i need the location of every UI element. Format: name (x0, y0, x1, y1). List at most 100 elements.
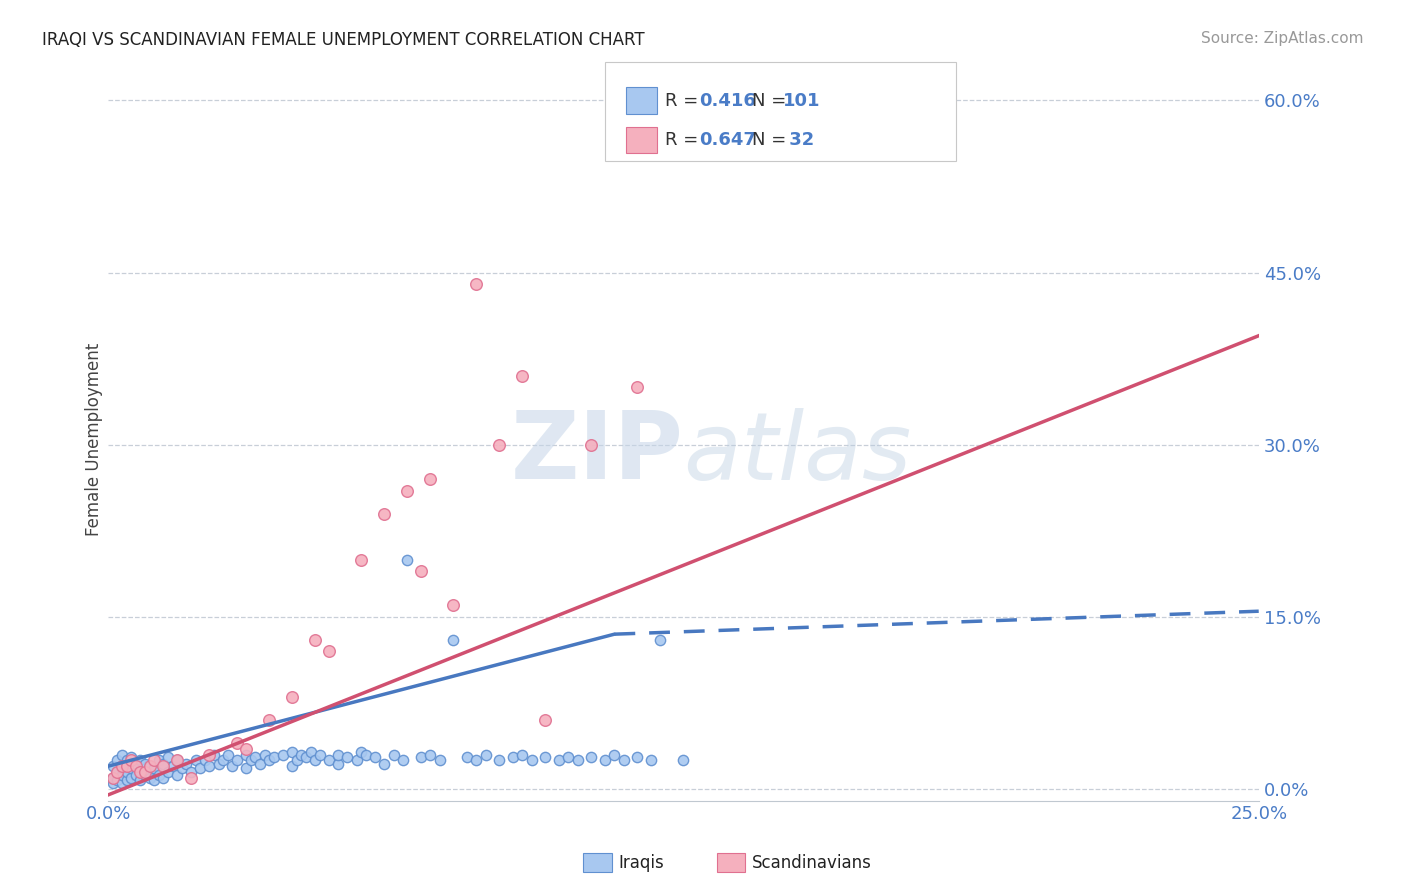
Point (143, 754, 166, 768)
Point (125, 759, 148, 773)
Point (212, 754, 235, 768)
Point (245, 750, 267, 764)
Point (120, 771, 142, 785)
Point (465, 277, 488, 291)
Text: 0.647: 0.647 (699, 131, 755, 149)
Point (318, 644, 340, 658)
Point (217, 747, 239, 762)
Text: N =: N = (752, 131, 792, 149)
Point (456, 750, 478, 764)
Point (134, 768, 156, 782)
Point (166, 754, 188, 768)
Point (226, 754, 249, 768)
Point (391, 754, 413, 768)
Point (166, 768, 188, 782)
Point (593, 754, 616, 768)
Point (299, 746, 322, 760)
Point (411, 564, 433, 578)
Point (396, 483, 419, 498)
Point (125, 756, 148, 771)
Point (373, 756, 395, 771)
Point (295, 750, 318, 764)
Point (176, 756, 198, 771)
Point (603, 747, 626, 762)
Point (419, 472, 441, 486)
Point (235, 762, 257, 776)
Text: 0.416: 0.416 (699, 92, 755, 110)
Point (419, 747, 441, 762)
Point (253, 747, 276, 762)
Point (115, 759, 138, 773)
Point (534, 750, 557, 764)
Point (581, 438, 603, 452)
Point (488, 754, 510, 768)
Point (548, 754, 571, 768)
Point (396, 552, 419, 566)
Point (290, 747, 312, 762)
Point (373, 507, 395, 521)
Point (208, 756, 231, 771)
Point (202, 747, 225, 762)
Point (488, 438, 510, 452)
Point (520, 754, 543, 768)
Point (271, 747, 294, 762)
Point (166, 754, 188, 768)
Point (411, 750, 433, 764)
Text: atlas: atlas (683, 408, 911, 499)
Point (101, 771, 124, 785)
Point (474, 747, 496, 762)
Point (120, 754, 142, 768)
Point (194, 754, 217, 768)
Point (162, 759, 184, 773)
Point (111, 776, 134, 790)
Point (640, 754, 662, 768)
Point (441, 632, 464, 647)
Point (346, 754, 368, 768)
Point (259, 713, 281, 727)
Point (156, 764, 179, 779)
Text: 101: 101 (783, 92, 821, 110)
Point (281, 690, 304, 705)
Point (105, 754, 128, 768)
Point (101, 759, 124, 773)
Point (125, 768, 148, 782)
Point (350, 552, 373, 566)
Text: R =: R = (665, 131, 704, 149)
Point (512, 747, 534, 762)
Text: Source: ZipAtlas.com: Source: ZipAtlas.com (1201, 31, 1364, 46)
Point (502, 750, 524, 764)
Point (304, 754, 326, 768)
Point (309, 747, 332, 762)
Point (534, 713, 557, 727)
Point (129, 764, 152, 779)
Point (613, 754, 636, 768)
Point (120, 750, 142, 764)
Point (198, 747, 221, 762)
Point (235, 747, 257, 762)
Point (281, 759, 304, 773)
Point (111, 759, 134, 773)
Point (235, 742, 257, 756)
Point (221, 759, 243, 773)
Text: Iraqis: Iraqis (619, 854, 665, 871)
Point (429, 754, 451, 768)
Point (180, 764, 202, 779)
Point (115, 764, 138, 779)
Point (115, 754, 138, 768)
Point (170, 762, 193, 776)
Text: ZIP: ZIP (510, 408, 683, 500)
Point (557, 750, 579, 764)
Point (285, 754, 308, 768)
Point (152, 771, 174, 785)
Point (129, 764, 152, 779)
Point (148, 768, 170, 782)
Point (350, 746, 373, 760)
Point (138, 759, 160, 773)
Point (129, 754, 152, 768)
Point (259, 754, 281, 768)
Point (143, 772, 166, 787)
Point (184, 754, 207, 768)
Point (304, 632, 326, 647)
Point (465, 754, 488, 768)
Point (101, 776, 124, 790)
